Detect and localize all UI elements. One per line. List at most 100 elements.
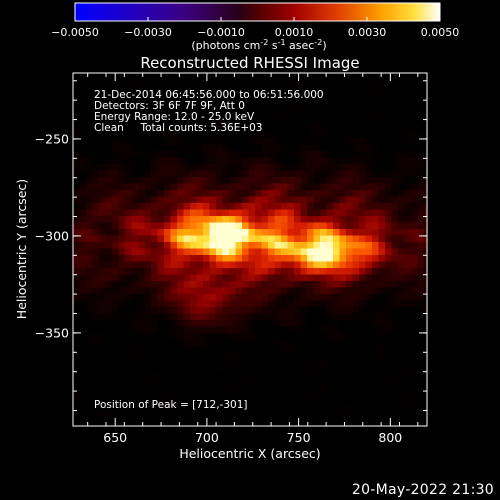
- heatmap-cell: [365, 242, 373, 249]
- heatmap-cell: [424, 125, 427, 132]
- heatmap-cell: [170, 92, 178, 100]
- heatmap-cell: [209, 203, 217, 210]
- heatmap-cell: [138, 417, 145, 425]
- heatmap-cell: [86, 274, 93, 282]
- heatmap-cell: [222, 92, 230, 100]
- heatmap-cell: [164, 216, 171, 223]
- heatmap-cell: [424, 235, 427, 243]
- heatmap-cell: [216, 144, 223, 152]
- heatmap-cell: [157, 359, 165, 366]
- heatmap-cell: [339, 222, 347, 230]
- heatmap-cell: [183, 157, 191, 165]
- heatmap-cell: [105, 385, 113, 392]
- heatmap-cell: [73, 320, 80, 327]
- heatmap-cell: [99, 287, 106, 295]
- heatmap-cell: [385, 183, 392, 191]
- heatmap-cell: [365, 196, 373, 204]
- heatmap-cell: [424, 138, 427, 145]
- heatmap-cell: [157, 92, 165, 100]
- heatmap-cell: [86, 411, 93, 418]
- heatmap-cell: [391, 385, 399, 392]
- heatmap-cell: [411, 99, 418, 106]
- heatmap-cell: [131, 339, 139, 347]
- heatmap-cell: [274, 359, 282, 366]
- heatmap-cell: [391, 320, 399, 327]
- heatmap-cell: [424, 261, 427, 269]
- heatmap-cell: [300, 118, 308, 126]
- heatmap-cell: [372, 320, 379, 327]
- heatmap-cell: [300, 365, 308, 373]
- heatmap-cell: [125, 365, 132, 373]
- heatmap-cell: [209, 209, 217, 217]
- heatmap-cell: [209, 372, 217, 379]
- heatmap-cell: [86, 209, 93, 217]
- heatmap-cell: [170, 177, 178, 184]
- heatmap-cell: [398, 79, 405, 87]
- heatmap-cell: [242, 300, 249, 308]
- heatmap-cell: [144, 378, 152, 386]
- heatmap-cell: [164, 73, 171, 80]
- heatmap-cell: [92, 151, 100, 158]
- heatmap-cell: [281, 216, 288, 223]
- heatmap-cell: [404, 339, 412, 347]
- heatmap-cell: [203, 170, 210, 178]
- heatmap-cell: [125, 190, 132, 197]
- heatmap-cell: [157, 326, 165, 334]
- heatmap-cell: [261, 79, 269, 87]
- heatmap-cell: [170, 359, 178, 366]
- heatmap-cell: [222, 183, 230, 191]
- heatmap-cell: [372, 261, 379, 269]
- heatmap-cell: [131, 391, 139, 399]
- heatmap-cell: [190, 112, 197, 119]
- heatmap-cell: [404, 261, 412, 269]
- heatmap-cell: [365, 281, 373, 288]
- heatmap-cell: [378, 274, 386, 282]
- heatmap-cell: [359, 112, 366, 119]
- heatmap-cell: [105, 268, 113, 275]
- heatmap-cell: [99, 235, 106, 243]
- heatmap-cell: [170, 378, 178, 386]
- heatmap-cell: [144, 411, 152, 418]
- heatmap-cell: [417, 177, 425, 184]
- heatmap-cell: [118, 170, 126, 178]
- heatmap-cell: [365, 229, 373, 236]
- heatmap-cell: [398, 326, 405, 334]
- heatmap-cell: [248, 242, 256, 249]
- heatmap-cell: [391, 112, 399, 119]
- heatmap-cell: [307, 144, 314, 152]
- heatmap-cell: [242, 339, 249, 347]
- heatmap-cell: [216, 216, 223, 223]
- heatmap-cell: [274, 352, 282, 360]
- heatmap-cell: [261, 248, 269, 256]
- heatmap-cell: [99, 294, 106, 301]
- heatmap-cell: [151, 300, 158, 308]
- heatmap-cell: [170, 86, 178, 93]
- heatmap-cell: [144, 339, 152, 347]
- heatmap-cell: [359, 261, 366, 269]
- heatmap-cell: [105, 411, 113, 418]
- heatmap-cell: [118, 112, 126, 119]
- heatmap-cell: [326, 404, 334, 412]
- heatmap-cell: [359, 222, 366, 230]
- heatmap-cell: [203, 105, 210, 113]
- heatmap-cell: [229, 183, 236, 191]
- heatmap-cell: [281, 157, 288, 165]
- heatmap-cell: [287, 138, 295, 145]
- heatmap-cell: [424, 359, 427, 366]
- heatmap-cell: [222, 112, 230, 119]
- heatmap-cell: [138, 281, 145, 288]
- heatmap-cell: [157, 99, 165, 106]
- heatmap-cell: [86, 105, 93, 113]
- heatmap-cell: [352, 190, 360, 197]
- heatmap-cell: [190, 274, 197, 282]
- heatmap-cell: [242, 92, 249, 100]
- heatmap-cell: [242, 385, 249, 392]
- heatmap-cell: [372, 417, 379, 425]
- heatmap-cell: [118, 105, 126, 113]
- heatmap-cell: [268, 274, 275, 282]
- heatmap-cell: [404, 105, 412, 113]
- heatmap-cell: [118, 359, 126, 366]
- heatmap-cell: [268, 352, 275, 360]
- heatmap-cell: [177, 261, 184, 269]
- heatmap-cell: [99, 170, 106, 178]
